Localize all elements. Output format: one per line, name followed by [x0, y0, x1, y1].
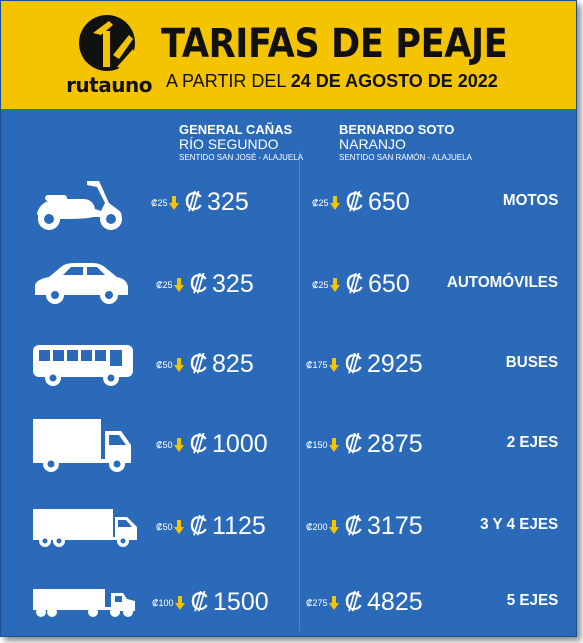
rate-row-automoviles: ₡25 ₡ 325 ₡25 ₡ 650 AUTOMÓVILES — [1, 255, 576, 315]
discount-amount: ₡175 — [306, 359, 328, 370]
category-label: 3 Y 4 EJES — [479, 516, 558, 533]
currency-symbol: ₡ — [344, 512, 363, 540]
discount-amount: ₡50 — [156, 359, 173, 370]
scooter-icon — [37, 181, 122, 230]
discount-amount: ₡200 — [306, 521, 328, 532]
rate-row-5-ejes: ₡100 ₡ 1500 ₡275 ₡ 4825 5 EJES — [1, 573, 576, 633]
toll-price: 650 — [368, 270, 410, 298]
car-icon — [35, 263, 128, 304]
category-label: BUSES — [505, 354, 558, 371]
header-banner: rutauno TARIFAS DE PEAJE A PARTIR DEL 24… — [1, 1, 576, 109]
discount-amount: ₡25 — [312, 279, 329, 290]
discount-amount: ₡275 — [306, 597, 328, 608]
down-arrow-icon — [329, 277, 340, 292]
discount-amount: ₡50 — [156, 521, 173, 532]
toll-price: 1000 — [212, 430, 268, 458]
currency-symbol: ₡ — [189, 512, 208, 540]
category-label: 5 EJES — [506, 592, 558, 609]
down-arrow-icon — [328, 595, 339, 610]
rate-row-2-ejes: ₡50 ₡ 1000 ₡150 ₡ 2875 2 EJES — [1, 415, 576, 475]
rate-automoviles-col1: ₡25 ₡ 325 — [156, 270, 254, 299]
down-arrow-icon — [173, 357, 184, 372]
rate-buses-col2: ₡175 ₡ 2925 — [306, 350, 423, 379]
down-arrow-icon — [168, 195, 179, 210]
column-1-name: GENERAL CAÑAS — [179, 122, 293, 137]
rate-5-ejes-col1: ₡100 ₡ 1500 — [152, 588, 269, 617]
box-truck-icon — [33, 509, 137, 547]
toll-price: 1500 — [213, 588, 269, 616]
rutauno-logo: rutauno — [63, 11, 155, 103]
category-label: AUTOMÓVILES — [446, 274, 558, 291]
category-label: MOTOS — [502, 192, 558, 209]
toll-price: 325 — [207, 188, 249, 216]
currency-symbol: ₡ — [344, 430, 363, 458]
column-1-direction: SENTIDO SAN JOSÉ - ALAJUELA — [179, 153, 304, 162]
currency-symbol: ₡ — [189, 270, 208, 298]
logo-mark-icon — [79, 15, 135, 71]
currency-symbol: ₡ — [190, 588, 209, 616]
column-2-direction: SENTIDO SAN RAMÓN - ALAJUELA — [339, 153, 472, 162]
column-header-1: GENERAL CAÑAS RÍO SEGUNDO SENTIDO SAN JO… — [179, 123, 303, 162]
currency-symbol: ₡ — [344, 588, 363, 616]
down-arrow-icon — [328, 437, 339, 452]
rate-2-ejes-col2: ₡150 ₡ 2875 — [306, 430, 423, 459]
toll-price: 650 — [368, 188, 410, 216]
column-2-name2: NARANJO — [339, 136, 406, 152]
discount-amount: ₡25 — [151, 197, 168, 208]
down-arrow-icon — [329, 195, 340, 210]
down-arrow-icon — [328, 357, 339, 372]
currency-symbol: ₡ — [345, 188, 364, 216]
currency-symbol: ₡ — [184, 188, 203, 216]
rate-3-y-4-ejes-col2: ₡200 ₡ 3175 — [306, 512, 423, 541]
currency-symbol: ₡ — [189, 430, 208, 458]
rate-5-ejes-col2: ₡275 ₡ 4825 — [306, 588, 423, 617]
down-arrow-icon — [174, 595, 185, 610]
rate-row-3-y-4-ejes: ₡50 ₡ 1125 ₡200 ₡ 3175 3 Y 4 EJES — [1, 497, 576, 557]
rate-buses-col1: ₡50 ₡ 825 — [156, 350, 254, 379]
discount-amount: ₡100 — [152, 597, 174, 608]
column-header-2: BERNARDO SOTO NARANJO SENTIDO SAN RAMÓN … — [339, 123, 472, 162]
brand-name: rutauno — [66, 73, 152, 97]
effective-date: A PARTIR DEL 24 DE AGOSTO DE 2022 — [166, 71, 498, 92]
column-2-name: BERNARDO SOTO — [339, 122, 455, 137]
down-arrow-icon — [328, 519, 339, 534]
rate-2-ejes-col1: ₡50 ₡ 1000 — [156, 430, 268, 459]
subtitle-prefix: A PARTIR DEL — [166, 71, 286, 91]
currency-symbol: ₡ — [344, 350, 363, 378]
currency-symbol: ₡ — [345, 270, 364, 298]
rate-motos-col2: ₡25 ₡ 650 — [312, 188, 410, 217]
down-arrow-icon — [173, 277, 184, 292]
page-title: TARIFAS DE PEAJE — [161, 21, 508, 67]
truck-icon — [33, 419, 131, 472]
down-arrow-icon — [173, 437, 184, 452]
semi-truck-icon — [33, 589, 135, 617]
discount-amount: ₡150 — [306, 439, 328, 450]
discount-amount: ₡25 — [156, 279, 173, 290]
rate-row-motos: ₡25 ₡ 325 ₡25 ₡ 650 MOTOS — [1, 173, 576, 233]
currency-symbol: ₡ — [189, 350, 208, 378]
column-1-name2: RÍO SEGUNDO — [179, 136, 279, 152]
down-arrow-icon — [173, 519, 184, 534]
toll-price: 3175 — [367, 512, 423, 540]
category-label: 2 EJES — [506, 434, 558, 451]
toll-price: 825 — [212, 350, 254, 378]
subtitle-date: 24 DE AGOSTO DE 2022 — [290, 71, 498, 91]
toll-price: 2925 — [367, 350, 423, 378]
rate-3-y-4-ejes-col1: ₡50 ₡ 1125 — [156, 512, 266, 541]
toll-price: 2875 — [367, 430, 423, 458]
toll-price: 325 — [212, 270, 254, 298]
discount-amount: ₡25 — [312, 197, 329, 208]
bus-icon — [33, 345, 133, 386]
rate-row-buses: ₡50 ₡ 825 ₡175 ₡ 2925 BUSES — [1, 335, 576, 395]
toll-price: 4825 — [367, 588, 423, 616]
rate-automoviles-col2: ₡25 ₡ 650 — [312, 270, 410, 299]
rate-motos-col1: ₡25 ₡ 325 — [151, 188, 249, 217]
column-divider — [299, 151, 300, 631]
discount-amount: ₡50 — [156, 439, 173, 450]
toll-price: 1125 — [212, 512, 266, 540]
